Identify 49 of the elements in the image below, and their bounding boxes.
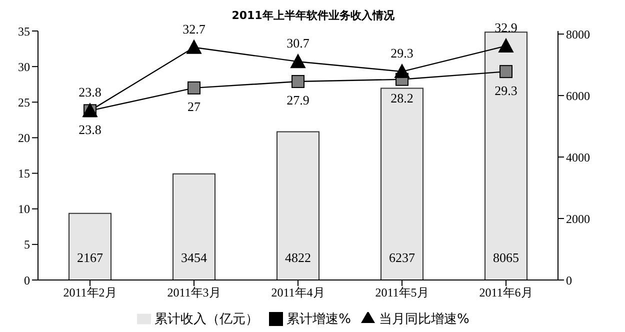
x-tick-label: 2011年5月 — [375, 286, 429, 300]
point — [292, 75, 304, 88]
point — [290, 54, 306, 68]
point — [498, 38, 514, 52]
data-label: 28.2 — [390, 90, 414, 106]
y-tick-label: 35 — [18, 24, 30, 38]
data-label: 2167 — [77, 250, 104, 265]
data-label: 23.8 — [78, 84, 102, 100]
x-tick-label: 2011年3月 — [167, 286, 221, 300]
y-tick-label: 10 — [18, 202, 30, 216]
data-label: 6237 — [389, 250, 416, 265]
data-label: 30.7 — [286, 36, 310, 51]
data-label: 27 — [188, 99, 201, 114]
point — [394, 64, 410, 78]
data-label: 23.8 — [78, 122, 102, 137]
y-tick-label: 20 — [18, 130, 30, 145]
x-tick-label: 2011年6月 — [479, 286, 533, 300]
legend-label: 当月同比增速% — [379, 312, 470, 327]
bar — [484, 32, 528, 280]
y-tick-label: 15 — [18, 166, 30, 181]
y2-tick-label: 4000 — [566, 150, 590, 164]
y2-tick-label: 0 — [566, 273, 572, 288]
data-label: 32.7 — [182, 21, 206, 36]
y-tick-label: 25 — [18, 95, 30, 110]
bar — [380, 88, 424, 280]
data-label: 29.3 — [390, 46, 414, 61]
legend-label: 累计增速% — [286, 312, 351, 327]
data-label: 27.9 — [286, 92, 310, 108]
bar — [172, 173, 216, 280]
data-label: 8065 — [493, 250, 519, 265]
y2-tick-label: 8000 — [566, 27, 590, 42]
bar — [276, 131, 320, 280]
data-label: 29.3 — [494, 82, 518, 98]
data-label: 3454 — [181, 250, 208, 265]
point — [500, 65, 512, 78]
y-tick-label: 5 — [24, 238, 30, 252]
y-tick-label: 30 — [18, 60, 30, 74]
data-label: 4822 — [285, 250, 311, 265]
data-label: 32.9 — [494, 20, 518, 35]
chart-title: 2011年上半年软件业务收入情况 — [232, 9, 394, 22]
x-tick-label: 2011年2月 — [63, 286, 117, 300]
point — [188, 81, 200, 94]
y2-tick-label: 6000 — [566, 88, 590, 103]
point — [186, 40, 202, 54]
x-tick-label: 2011年4月 — [271, 286, 325, 300]
y2-tick-label: 2000 — [566, 212, 590, 226]
legend-label: 累计收入（亿元） — [154, 312, 259, 327]
y-tick-label: 0 — [24, 273, 30, 288]
bar — [68, 212, 112, 280]
